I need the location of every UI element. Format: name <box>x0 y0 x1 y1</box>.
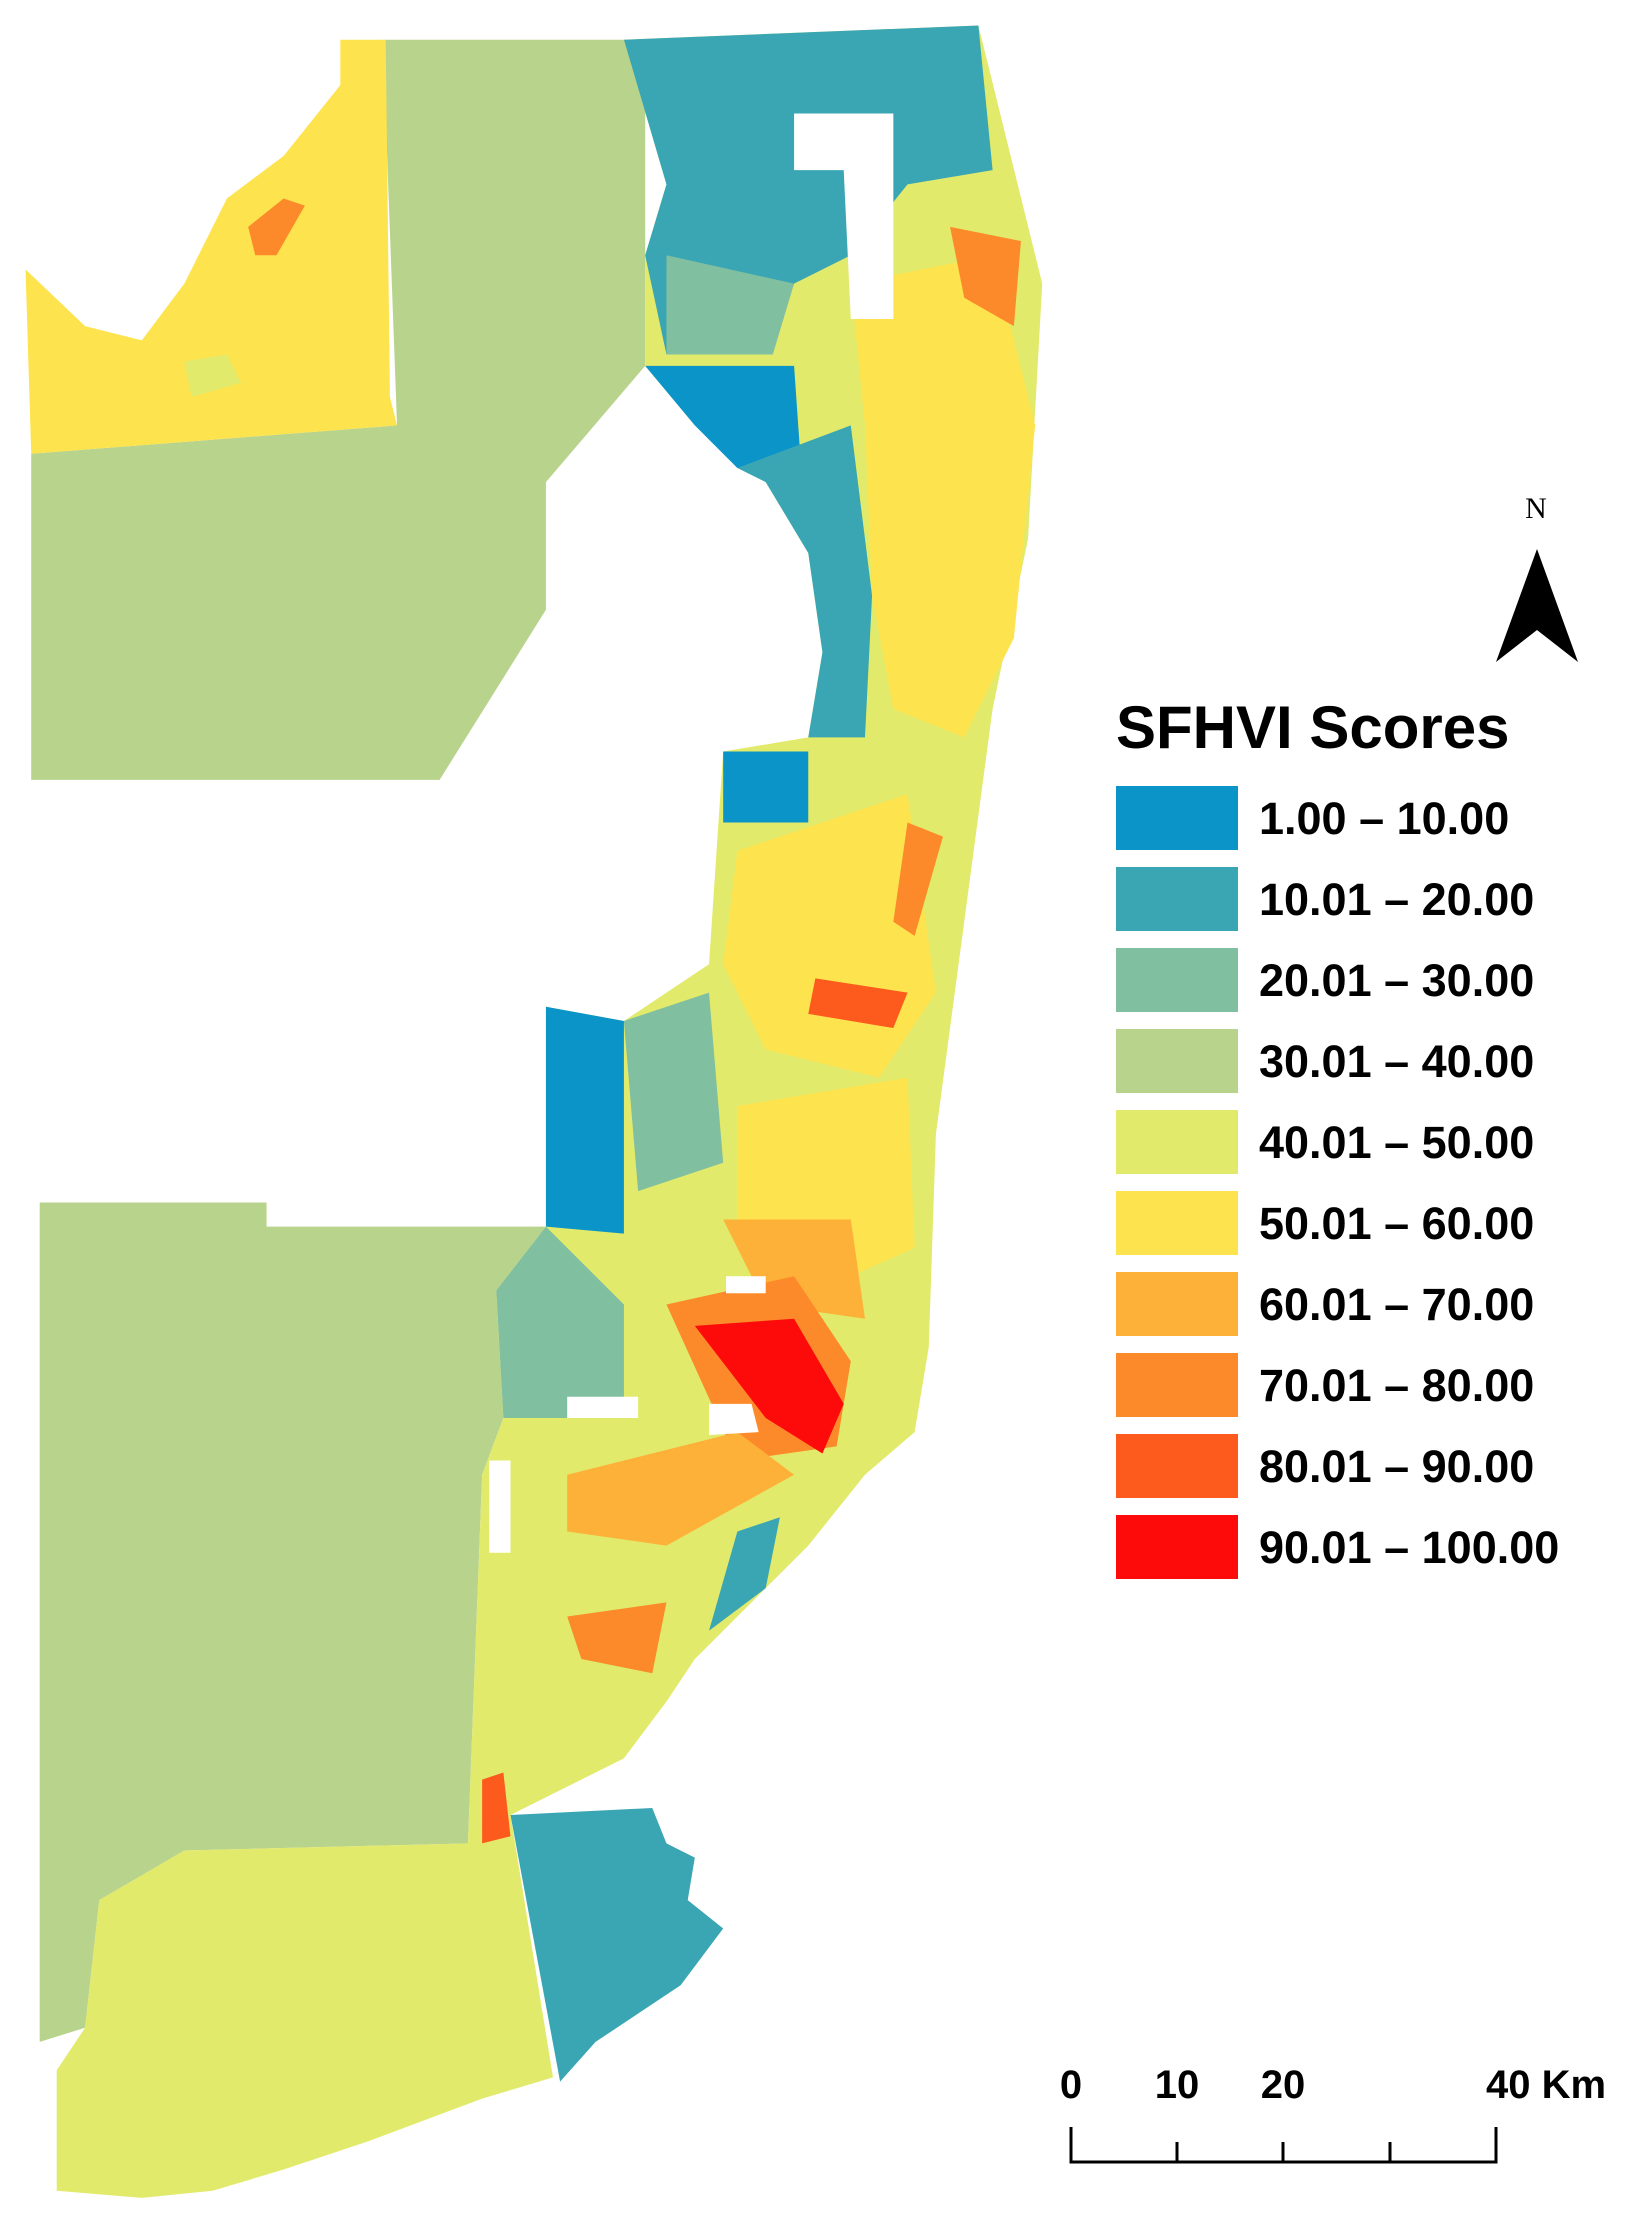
region <box>709 1517 780 1631</box>
legend-label: 30.01 – 40.00 <box>1259 1036 1534 1087</box>
region <box>545 1006 624 1234</box>
legend-swatch <box>1116 786 1238 850</box>
region <box>723 1219 865 1319</box>
region <box>482 1772 511 1844</box>
legend-swatch <box>1116 948 1238 1012</box>
region <box>248 198 305 256</box>
legend-swatch <box>1116 867 1238 931</box>
legend-label: 20.01 – 30.00 <box>1259 955 1534 1006</box>
no-data-area <box>489 1460 511 1553</box>
no-data-area <box>726 1276 766 1294</box>
region <box>893 822 943 936</box>
region <box>496 1226 624 1418</box>
map <box>25 25 1043 2198</box>
legend-label: 80.01 – 90.00 <box>1259 1441 1534 1492</box>
legend-label: 40.01 – 50.00 <box>1259 1117 1534 1168</box>
region <box>39 1202 546 2042</box>
region <box>510 1807 724 2082</box>
region <box>184 354 242 398</box>
scale-label: 0 <box>1060 2063 1082 2107</box>
legend-swatch <box>1116 1434 1238 1498</box>
legend-label: 90.01 – 100.00 <box>1259 1522 1559 1573</box>
no-data-area <box>709 1403 759 1436</box>
region <box>645 365 802 468</box>
no-data-area <box>794 113 894 320</box>
region <box>666 255 795 355</box>
region <box>567 1432 795 1546</box>
legend-swatch <box>1116 1272 1238 1336</box>
legend-swatch <box>1116 1353 1238 1417</box>
legend-swatch <box>1116 1515 1238 1579</box>
region <box>723 751 809 823</box>
region <box>694 1318 844 1454</box>
legend-label: 1.00 – 10.00 <box>1259 793 1509 844</box>
region <box>623 992 724 1192</box>
legend-label: 10.01 – 20.00 <box>1259 874 1534 925</box>
region <box>950 226 1021 327</box>
no-data-area <box>567 1396 639 1418</box>
legend-title: SFHVI Scores <box>1116 694 1510 761</box>
legend: 1.00 – 10.00 10.01 – 20.00 20.01 – 30.00 30… <box>1116 786 1559 1579</box>
region <box>567 1602 667 1674</box>
legend-label: 60.01 – 70.00 <box>1259 1279 1534 1330</box>
north-label: N <box>1525 492 1547 525</box>
scale-label: 20 <box>1261 2063 1306 2107</box>
region <box>56 1815 554 2198</box>
scale-label: 40 Km <box>1486 2063 1606 2107</box>
region <box>25 39 398 454</box>
scale-bar: 0 10 20 40 Km <box>1060 2063 1606 2164</box>
region <box>850 255 1036 738</box>
legend-swatch <box>1116 1110 1238 1174</box>
scale-label: 10 <box>1155 2063 1200 2107</box>
north-arrow <box>1496 549 1578 662</box>
legend-swatch <box>1116 1029 1238 1093</box>
region <box>808 978 908 1029</box>
region <box>31 39 646 780</box>
legend-label: 70.01 – 80.00 <box>1259 1360 1534 1411</box>
legend-label: 50.01 – 60.00 <box>1259 1198 1534 1249</box>
legend-swatch <box>1116 1191 1238 1255</box>
region <box>737 425 873 738</box>
